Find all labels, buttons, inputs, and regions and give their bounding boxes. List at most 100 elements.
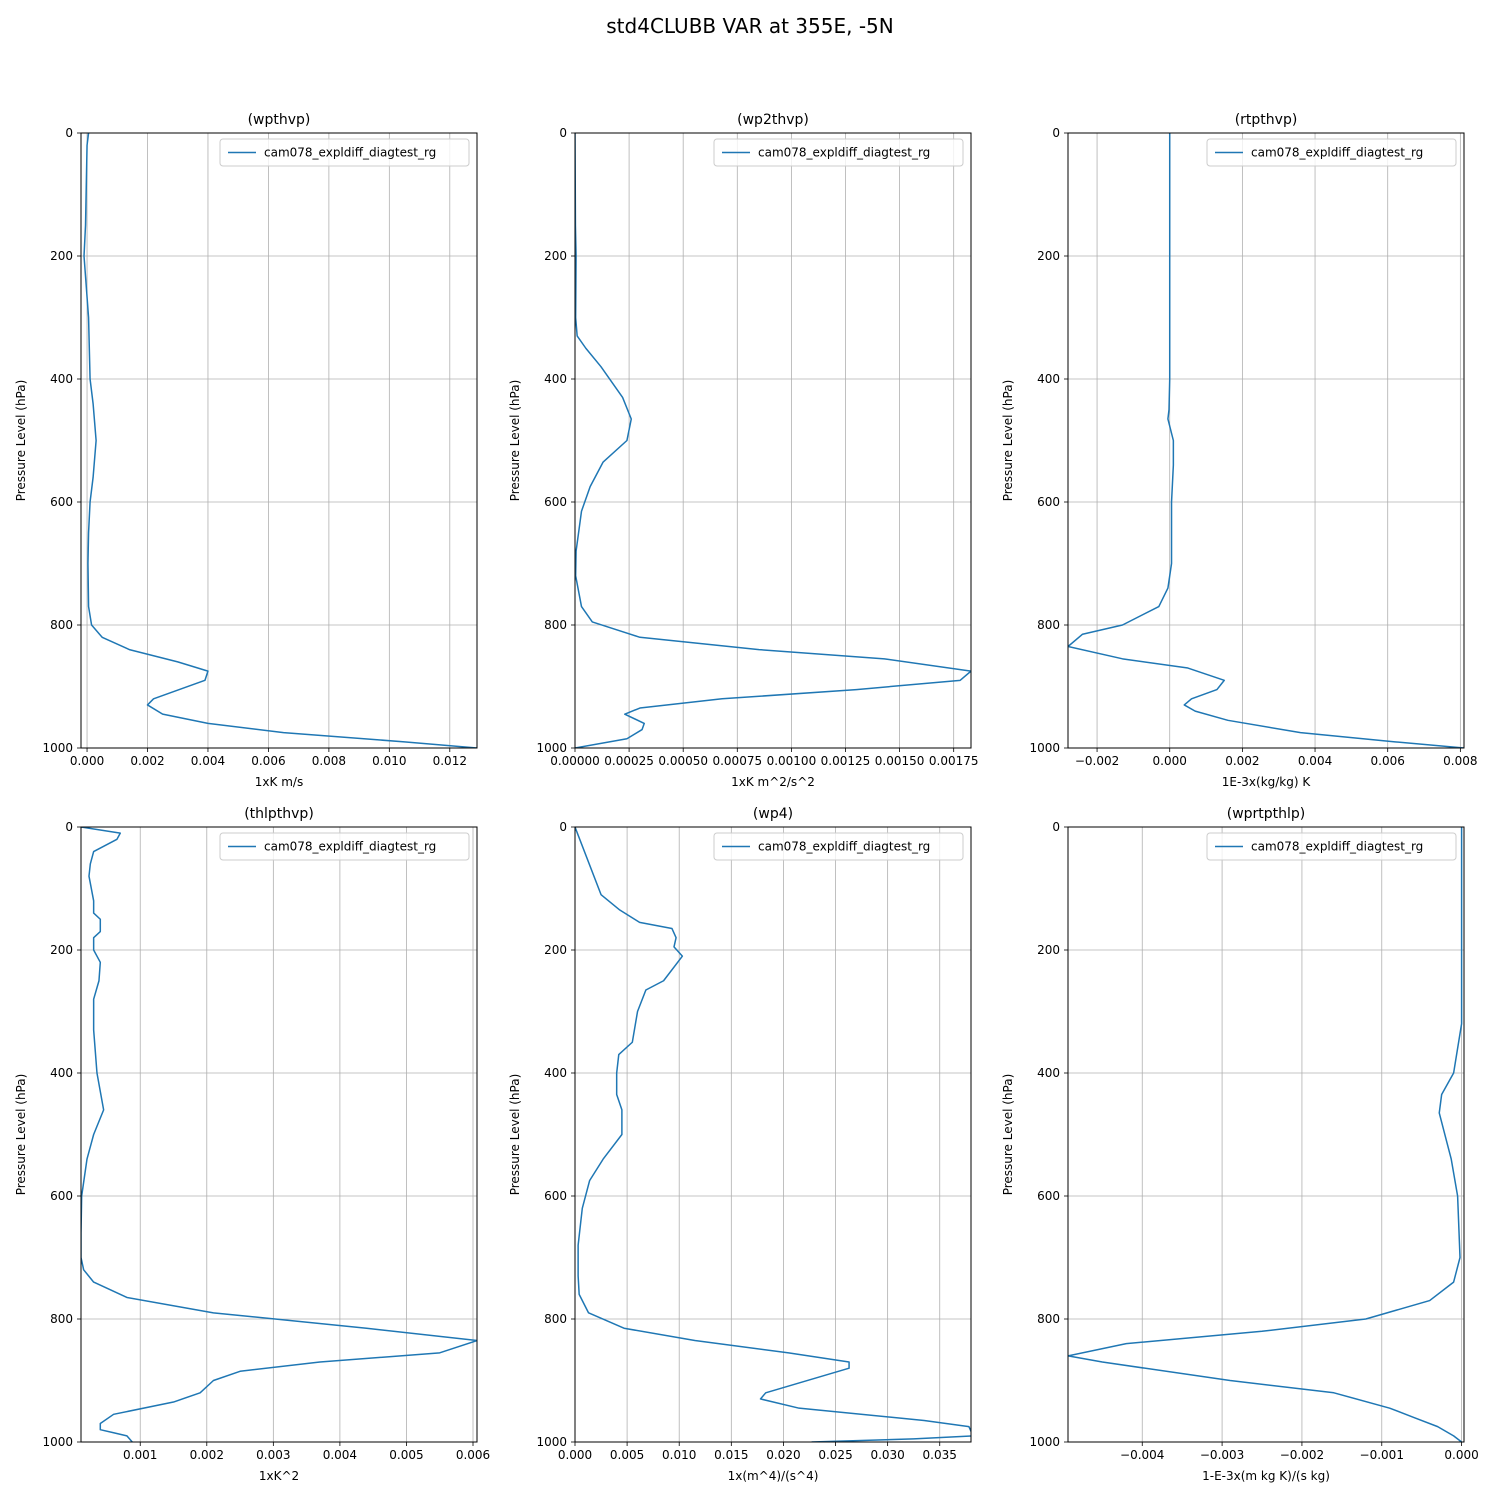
x-tick-label: 0.00150 — [875, 754, 925, 768]
x-tick-label: 0.002 — [130, 754, 164, 768]
y-tick-label: 200 — [50, 249, 73, 263]
subplot: −0.002 0.000 0.002 0.004 0.006 0.008 0 200 400 60… — [1001, 112, 1478, 789]
series-line — [575, 827, 971, 1442]
x-tick-label: 0.015 — [714, 1448, 748, 1462]
y-axis-label: Pressure Level (hPa) — [1001, 380, 1015, 502]
subplot-title: (thlpthvp) — [244, 806, 314, 822]
y-tick-label: 200 — [1037, 249, 1060, 263]
y-tick-label: 400 — [544, 372, 567, 386]
x-axis-label: 1xK m^2/s^2 — [731, 775, 815, 789]
series-line — [575, 133, 971, 748]
subplot: 0.000 0.005 0.010 0.015 0.020 0.025 0.030 0.035… — [508, 806, 972, 1483]
subplot-title: (wp2thvp) — [737, 112, 809, 128]
y-axis-label: Pressure Level (hPa) — [508, 380, 522, 502]
legend-box — [219, 138, 470, 167]
x-tick-label: 0.001 — [123, 1448, 157, 1462]
subplot: 0.00000 0.00025 0.00050 0.00075 0.00100 0.001… — [508, 112, 979, 789]
y-tick-label: 1000 — [536, 1435, 567, 1449]
x-tick-label: 0.006 — [1371, 754, 1405, 768]
series-line — [1068, 827, 1463, 1442]
x-axis-label: 1E-3x(kg/kg) K — [1222, 775, 1312, 789]
y-tick-label: 0 — [1052, 820, 1060, 834]
x-tick-label: 0.003 — [256, 1448, 290, 1462]
x-tick-label: −0.003 — [1200, 1448, 1244, 1462]
y-axis-label: Pressure Level (hPa) — [14, 1074, 28, 1196]
x-tick-label: 0.00100 — [767, 754, 817, 768]
subplot: −0.004 −0.003 −0.002 −0.001 0.000 0 200 400 600 8… — [1001, 806, 1479, 1483]
x-tick-label: 0.030 — [870, 1448, 904, 1462]
subplot: 0.001 0.002 0.003 0.004 0.005 0.006 0 200 400 600… — [14, 806, 490, 1483]
y-tick-label: 800 — [50, 1312, 73, 1326]
plot-area — [1068, 133, 1464, 748]
x-tick-label: 0.000 — [1444, 1448, 1478, 1462]
x-tick-label: −0.001 — [1360, 1448, 1404, 1462]
legend-label: cam078_expldiff_diagtest_rg — [1251, 146, 1423, 160]
x-tick-label: 0.000 — [1153, 754, 1187, 768]
y-tick-label: 600 — [1037, 1189, 1060, 1203]
plot-area — [1068, 827, 1464, 1442]
series-line — [1068, 133, 1464, 748]
plot-area — [575, 827, 971, 1442]
axes-frame — [1067, 826, 1465, 1443]
legend-box — [713, 138, 964, 167]
x-tick-label: 0.025 — [818, 1448, 852, 1462]
y-tick-label: 1000 — [1029, 1435, 1060, 1449]
x-tick-label: 0.008 — [312, 754, 346, 768]
x-tick-label: 0.006 — [251, 754, 285, 768]
legend-label: cam078_expldiff_diagtest_rg — [758, 840, 930, 854]
legend-box — [1206, 138, 1457, 167]
legend-box — [713, 832, 964, 861]
plot-area — [81, 133, 477, 748]
y-tick-label: 0 — [65, 126, 73, 140]
x-tick-label: 0.004 — [1298, 754, 1332, 768]
x-axis-label: 1x(m^4)/(s^4) — [728, 1469, 819, 1483]
x-tick-label: 0.00175 — [929, 754, 979, 768]
x-tick-label: −0.002 — [1075, 754, 1119, 768]
plot-area — [81, 827, 477, 1442]
x-tick-label: 0.00050 — [658, 754, 708, 768]
axes-frame — [574, 826, 972, 1443]
y-tick-label: 1000 — [536, 741, 567, 755]
x-axis-label: 1-E-3x(m kg K)/(s kg) — [1202, 1469, 1330, 1483]
x-tick-label: 0.00125 — [821, 754, 871, 768]
x-tick-label: −0.004 — [1120, 1448, 1164, 1462]
legend-box — [1206, 832, 1457, 861]
y-tick-label: 0 — [559, 126, 567, 140]
axes-frame — [1067, 132, 1465, 749]
x-tick-label: 0.004 — [323, 1448, 357, 1462]
y-tick-label: 200 — [544, 249, 567, 263]
y-axis-label: Pressure Level (hPa) — [14, 380, 28, 502]
y-tick-label: 400 — [544, 1066, 567, 1080]
axes-frame — [80, 132, 478, 749]
x-tick-label: 0.00025 — [604, 754, 654, 768]
figure-title: std4CLUBB VAR at 355E, -5N — [606, 14, 894, 38]
y-tick-label: 600 — [50, 1189, 73, 1203]
legend-label: cam078_expldiff_diagtest_rg — [264, 840, 436, 854]
y-tick-label: 0 — [1052, 126, 1060, 140]
subplot-title: (wprtpthlp) — [1227, 806, 1306, 822]
x-tick-label: 0.005 — [389, 1448, 423, 1462]
y-tick-label: 1000 — [42, 1435, 73, 1449]
y-tick-label: 600 — [544, 1189, 567, 1203]
subplot-title: (wp4) — [753, 806, 793, 822]
y-tick-label: 0 — [559, 820, 567, 834]
y-tick-label: 200 — [50, 943, 73, 957]
x-tick-label: 0.006 — [456, 1448, 490, 1462]
x-axis-label: 1xK m/s — [255, 775, 303, 789]
x-tick-label: 0.000 — [70, 754, 104, 768]
series-line — [83, 133, 477, 748]
legend-label: cam078_expldiff_diagtest_rg — [758, 146, 930, 160]
y-tick-label: 800 — [1037, 618, 1060, 632]
plot-area — [575, 133, 971, 748]
legend-box — [219, 832, 470, 861]
axes-frame — [80, 826, 478, 1443]
x-axis-label: 1xK^2 — [259, 1469, 299, 1483]
legend-label: cam078_expldiff_diagtest_rg — [1251, 840, 1423, 854]
subplot-title: (rtpthvp) — [1235, 112, 1298, 128]
x-tick-label: 0.002 — [190, 1448, 224, 1462]
x-tick-label: 0.008 — [1443, 754, 1477, 768]
subplot-title: (wpthvp) — [248, 112, 311, 128]
y-tick-label: 600 — [544, 495, 567, 509]
